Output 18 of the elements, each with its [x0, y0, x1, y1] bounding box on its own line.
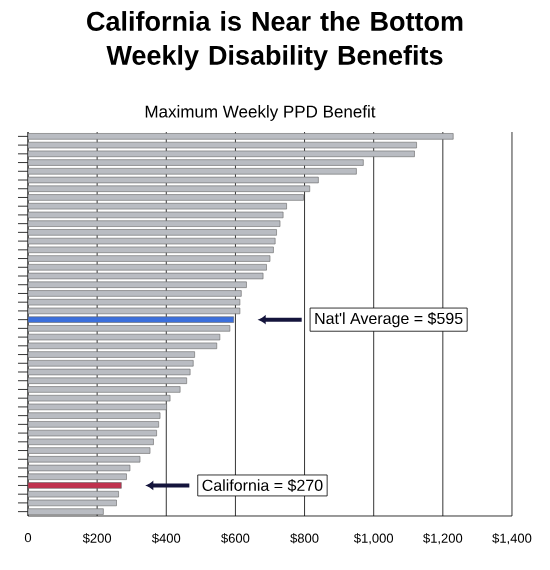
- chart-subtitle: Maximum Weekly PPD Benefit: [145, 105, 376, 121]
- chart-title: California is Near the Bottom Weekly Disability Benefits: [87, 11, 463, 71]
- annotation: Nat'l Average = $595: [315, 312, 463, 328]
- bar: [27, 342, 218, 350]
- bar: [27, 368, 191, 376]
- annotation: California = $270: [202, 478, 323, 492]
- bar: [27, 298, 241, 306]
- bar: [27, 429, 157, 437]
- bar: [27, 246, 274, 254]
- bar: [27, 490, 119, 498]
- bar: [27, 403, 167, 411]
- bar: [27, 237, 276, 245]
- bar: [27, 272, 264, 280]
- bar: [27, 211, 284, 219]
- bar: [27, 307, 241, 315]
- bar: [27, 499, 117, 507]
- bar: [27, 150, 415, 158]
- bar: [27, 438, 154, 446]
